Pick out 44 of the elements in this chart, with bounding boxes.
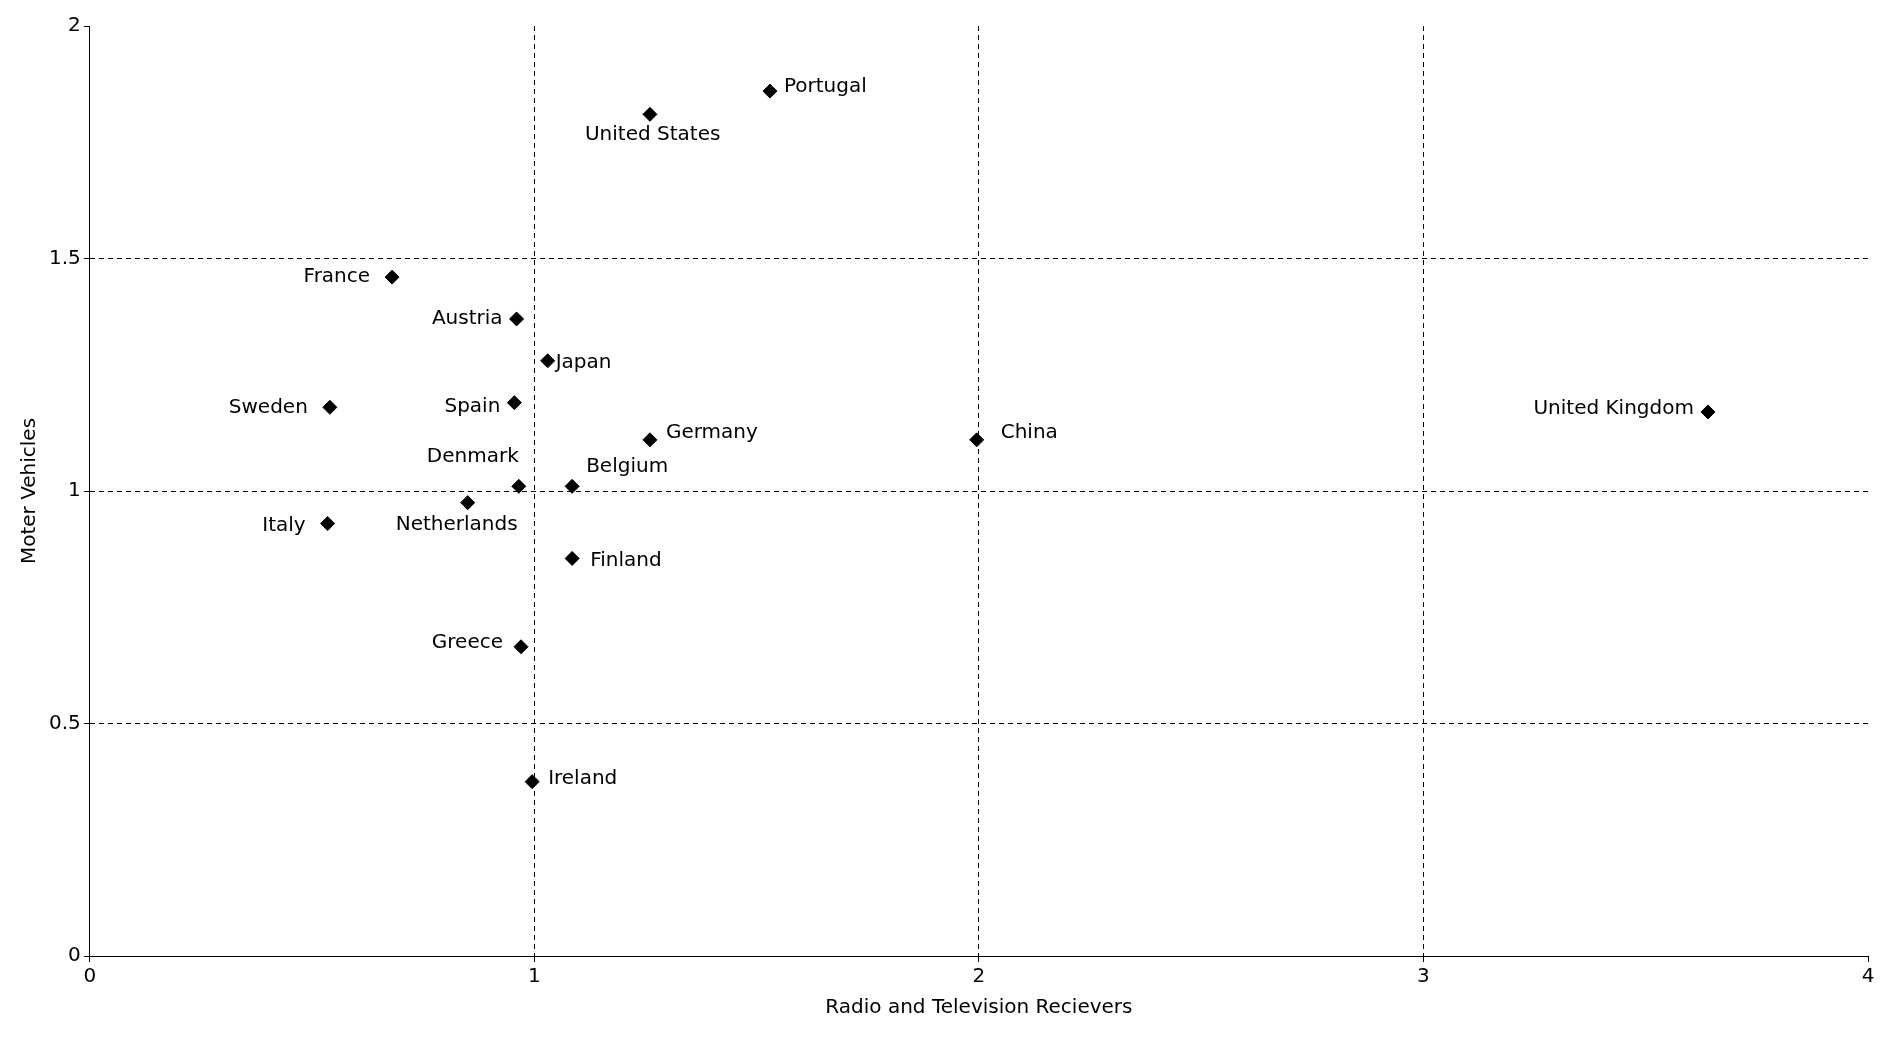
x-axis-title: Radio and Television Recievers	[825, 994, 1133, 1019]
point	[642, 432, 658, 448]
y-tick-label: 0	[68, 942, 81, 967]
series-label: Germany	[665, 419, 759, 444]
y-axis-title: Moter Vehicles	[16, 417, 41, 565]
series-label: Greece	[431, 628, 504, 653]
series-label: Spain	[444, 392, 501, 417]
point	[564, 478, 580, 494]
series-label: Finland	[590, 546, 662, 571]
series-label: Denmark	[426, 442, 520, 467]
point	[511, 478, 527, 494]
y-tick-label: 2	[68, 12, 81, 37]
y-tick-label: 1.5	[48, 244, 81, 269]
series-label: Sweden	[228, 393, 308, 418]
series-label: Italy	[262, 511, 306, 536]
series-label: Belgium	[586, 452, 669, 477]
series-label: Netherlands	[395, 510, 518, 535]
y-tick-label: 0.5	[48, 709, 81, 734]
point	[762, 83, 778, 99]
series-label: France	[303, 263, 371, 288]
point	[1700, 404, 1716, 420]
y-tick-label: 1	[68, 477, 81, 502]
point	[524, 774, 540, 790]
series-label: United States	[584, 120, 721, 145]
x-tick-label: 3	[1417, 963, 1430, 988]
point	[564, 550, 580, 566]
series-label: China	[1000, 419, 1058, 444]
point	[506, 395, 522, 411]
point	[460, 495, 476, 511]
series-label: Ireland	[548, 764, 618, 789]
x-tick-label: 2	[972, 963, 986, 988]
point	[513, 639, 529, 655]
x-tick-label: 4	[1861, 963, 1875, 988]
point	[969, 432, 985, 448]
point	[384, 269, 400, 285]
point	[322, 399, 338, 415]
series-label: Japan	[553, 349, 612, 373]
series-label: Portugal	[783, 73, 867, 98]
series-label: Austria	[431, 305, 503, 330]
point	[642, 106, 658, 122]
point	[509, 311, 525, 327]
point	[320, 516, 336, 532]
x-tick-label: 1	[527, 963, 541, 988]
series-label: United Kingdom	[1533, 395, 1694, 420]
